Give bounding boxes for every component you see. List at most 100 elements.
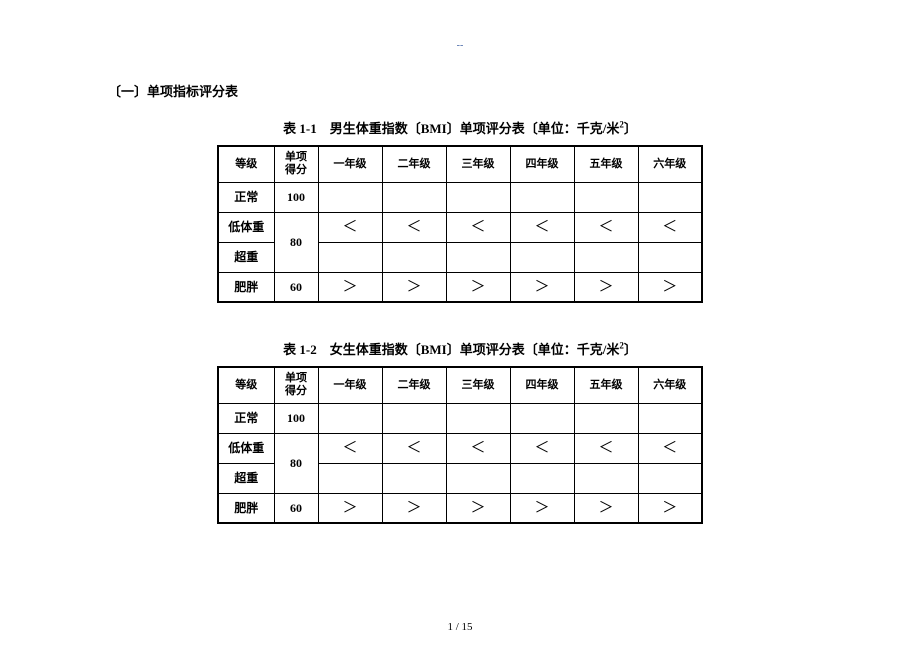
table-2-title-prefix: 表 1-2 女生体重指数〔BMI〕单项评分表〔单位：千克/米 — [283, 342, 619, 357]
data-cell: ＜ — [446, 212, 510, 242]
data-cell: ＜ — [574, 433, 638, 463]
data-cell: ＞ — [574, 272, 638, 302]
data-cell: ＜ — [574, 212, 638, 242]
data-cell: ＞ — [318, 272, 382, 302]
table-1-block: 表 1-1 男生体重指数〔BMI〕单项评分表〔单位：千克/米2〕 等级 单项 得… — [100, 118, 820, 303]
data-cell: ＜ — [638, 433, 702, 463]
data-cell — [318, 242, 382, 272]
page-number: 1 / 15 — [0, 621, 920, 633]
data-cell — [638, 463, 702, 493]
table-1-col-score-l1: 单项 — [285, 151, 307, 163]
table-1-grade-2: 三年级 — [446, 146, 510, 182]
score-cell: 60 — [274, 272, 318, 302]
score-cell: 60 — [274, 493, 318, 523]
data-cell: ＞ — [382, 493, 446, 523]
table-2-col-score-l2: 得分 — [285, 385, 307, 397]
table-1-title-prefix: 表 1-1 男生体重指数〔BMI〕单项评分表〔单位：千克/米 — [283, 121, 619, 136]
table-2-grade-1: 二年级 — [382, 367, 446, 403]
data-cell — [446, 463, 510, 493]
data-cell: ＞ — [510, 272, 574, 302]
level-cell: 低体重 — [218, 433, 274, 463]
data-cell: ＞ — [446, 493, 510, 523]
data-cell: ＞ — [638, 272, 702, 302]
data-cell — [318, 182, 382, 212]
data-cell — [382, 242, 446, 272]
table-1-title-suffix: 〕 — [624, 121, 637, 136]
table-row: 肥胖 60 ＞ ＞ ＞ ＞ ＞ ＞ — [218, 272, 702, 302]
table-row: 正常 100 — [218, 403, 702, 433]
level-cell: 肥胖 — [218, 272, 274, 302]
table-2-grade-0: 一年级 — [318, 367, 382, 403]
data-cell — [318, 463, 382, 493]
score-cell: 80 — [274, 212, 318, 272]
data-cell: ＜ — [318, 212, 382, 242]
table-row: 肥胖 60 ＞ ＞ ＞ ＞ ＞ ＞ — [218, 493, 702, 523]
table-row: 正常 100 — [218, 182, 702, 212]
table-1: 等级 单项 得分 一年级 二年级 三年级 四年级 五年级 六年级 正常 100 — [217, 145, 703, 303]
level-cell: 超重 — [218, 463, 274, 493]
data-cell: ＞ — [446, 272, 510, 302]
level-cell: 正常 — [218, 182, 274, 212]
data-cell — [638, 242, 702, 272]
data-cell — [382, 403, 446, 433]
score-cell: 100 — [274, 182, 318, 212]
section-heading: 〔一〕单项指标评分表 — [108, 81, 820, 100]
data-cell — [382, 463, 446, 493]
data-cell — [510, 242, 574, 272]
data-cell — [446, 242, 510, 272]
table-1-grade-0: 一年级 — [318, 146, 382, 182]
data-cell: ＞ — [318, 493, 382, 523]
header-mark: -- — [100, 40, 820, 51]
level-cell: 低体重 — [218, 212, 274, 242]
table-1-grade-1: 二年级 — [382, 146, 446, 182]
table-1-grade-5: 六年级 — [638, 146, 702, 182]
data-cell — [574, 182, 638, 212]
table-2: 等级 单项 得分 一年级 二年级 三年级 四年级 五年级 六年级 正常 100 — [217, 366, 703, 524]
data-cell — [638, 403, 702, 433]
data-cell: ＜ — [382, 433, 446, 463]
data-cell — [510, 182, 574, 212]
score-cell: 100 — [274, 403, 318, 433]
data-cell: ＜ — [510, 212, 574, 242]
table-2-col-level: 等级 — [218, 367, 274, 403]
table-2-col-score-l1: 单项 — [285, 372, 307, 384]
table-1-title: 表 1-1 男生体重指数〔BMI〕单项评分表〔单位：千克/米2〕 — [100, 118, 820, 137]
data-cell: ＞ — [574, 493, 638, 523]
data-cell — [510, 463, 574, 493]
data-cell: ＞ — [510, 493, 574, 523]
table-2-grade-4: 五年级 — [574, 367, 638, 403]
data-cell — [382, 182, 446, 212]
table-2-block: 表 1-2 女生体重指数〔BMI〕单项评分表〔单位：千克/米2〕 等级 单项 得… — [100, 339, 820, 524]
table-1-col-score: 单项 得分 — [274, 146, 318, 182]
level-cell: 肥胖 — [218, 493, 274, 523]
table-row: 低体重 80 ＜ ＜ ＜ ＜ ＜ ＜ — [218, 212, 702, 242]
data-cell — [446, 182, 510, 212]
data-cell — [638, 182, 702, 212]
table-2-col-score: 单项 得分 — [274, 367, 318, 403]
table-2-title: 表 1-2 女生体重指数〔BMI〕单项评分表〔单位：千克/米2〕 — [100, 339, 820, 358]
table-2-title-suffix: 〕 — [624, 342, 637, 357]
data-cell — [574, 403, 638, 433]
level-cell: 超重 — [218, 242, 274, 272]
score-cell: 80 — [274, 433, 318, 493]
table-1-col-level: 等级 — [218, 146, 274, 182]
table-2-grade-5: 六年级 — [638, 367, 702, 403]
data-cell: ＜ — [638, 212, 702, 242]
data-cell — [510, 403, 574, 433]
table-2-grade-2: 三年级 — [446, 367, 510, 403]
data-cell — [446, 403, 510, 433]
table-row: 低体重 80 ＜ ＜ ＜ ＜ ＜ ＜ — [218, 433, 702, 463]
data-cell: ＜ — [510, 433, 574, 463]
table-2-grade-3: 四年级 — [510, 367, 574, 403]
table-1-grade-4: 五年级 — [574, 146, 638, 182]
data-cell — [574, 242, 638, 272]
data-cell: ＞ — [638, 493, 702, 523]
table-1-col-score-l2: 得分 — [285, 164, 307, 176]
data-cell: ＜ — [382, 212, 446, 242]
table-1-grade-3: 四年级 — [510, 146, 574, 182]
data-cell — [574, 463, 638, 493]
data-cell — [318, 403, 382, 433]
data-cell: ＞ — [382, 272, 446, 302]
data-cell: ＜ — [446, 433, 510, 463]
level-cell: 正常 — [218, 403, 274, 433]
